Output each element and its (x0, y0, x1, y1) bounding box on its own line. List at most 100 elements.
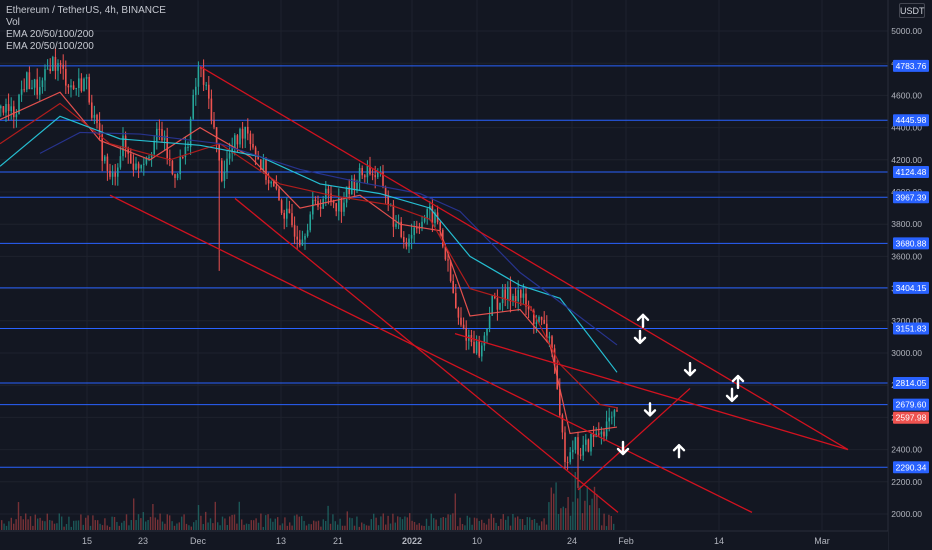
volume-bar (471, 524, 473, 530)
time-tick-label: 15 (82, 536, 92, 546)
candle-body (504, 289, 506, 300)
candle-body (231, 148, 233, 154)
horizontal-levels (0, 65, 888, 468)
candle-body (561, 415, 564, 433)
ema-indicator-label[interactable]: EMA 20/50/100/200 (6, 29, 94, 40)
price-axis[interactable]: 2000.002200.002400.002600.002800.003000.… (887, 0, 932, 550)
volume-bar (428, 525, 430, 530)
candle-body (130, 153, 132, 164)
volume-bar (159, 513, 161, 530)
candle-body (137, 163, 140, 169)
currency-button[interactable]: USDT (899, 3, 925, 18)
volume-bar (567, 497, 569, 530)
volume-bar (313, 520, 315, 530)
volume-bar (37, 518, 39, 530)
volume-bar (269, 518, 272, 530)
volume-bar (430, 513, 432, 530)
candle-body (153, 140, 155, 155)
volume-bar (303, 520, 305, 530)
candle-body (343, 202, 345, 212)
volume-bar (291, 525, 293, 530)
volume-bar (65, 523, 68, 530)
candle-body (150, 154, 153, 158)
level-price-tag (893, 398, 929, 411)
candle-body (364, 175, 366, 178)
candle-body (340, 198, 343, 212)
ema-line-1 (0, 91, 618, 435)
candle-body (124, 135, 127, 149)
volume-bar (529, 517, 531, 530)
volume-bar (553, 493, 555, 530)
candle-body (197, 66, 200, 87)
volume-bar (8, 521, 10, 530)
candle-body (0, 106, 2, 109)
volume-indicator-label[interactable]: Vol (6, 17, 20, 28)
symbol-title[interactable]: Ethereum / TetherUS, 4h, BINANCE (6, 5, 166, 16)
volume-bar (272, 521, 274, 530)
volume-bar (277, 517, 279, 530)
volume-bar (178, 522, 180, 530)
volume-bar (125, 514, 128, 530)
volume-bar (183, 514, 185, 530)
volume-bar (248, 523, 250, 530)
level-price-tag (893, 237, 929, 250)
candle-body (475, 341, 478, 354)
candle-body (525, 293, 527, 307)
candle-body (44, 69, 46, 81)
candle-body (600, 431, 603, 435)
volume-bar (77, 520, 80, 530)
candle-body (234, 135, 236, 149)
volume-bar (514, 517, 516, 530)
volume-bar (365, 525, 368, 530)
candle-body (457, 308, 460, 318)
volume-bar (509, 525, 512, 530)
arrow-down-icon (633, 329, 647, 345)
volume-bar (169, 515, 171, 530)
volume-bar (591, 498, 593, 530)
candle-body (80, 78, 83, 91)
level-price-text: 2814.05 (896, 378, 927, 388)
volume-bar (404, 516, 406, 530)
candle-body (226, 158, 228, 172)
candle-body (249, 133, 252, 144)
candle-body (10, 106, 12, 112)
volume-bar (538, 525, 540, 530)
volume-bar (445, 517, 447, 530)
volume-bar (353, 525, 356, 530)
volume-bar (531, 519, 533, 530)
candle-body (514, 295, 517, 302)
candle-body (306, 230, 309, 236)
volume-bar (461, 524, 464, 530)
time-tick-label: 10 (472, 536, 482, 546)
candle-body (501, 289, 504, 304)
candle-body (91, 102, 93, 118)
volume-bar (238, 501, 240, 530)
volume-bar (449, 514, 452, 530)
candle-body (327, 188, 330, 194)
candle-body (598, 433, 600, 435)
volume-bar (517, 516, 519, 530)
candle-body (36, 79, 38, 95)
ema-indicator-label-2[interactable]: EMA 20/50/100/200 (6, 41, 94, 52)
volume-bar (200, 515, 202, 530)
volume-bar (368, 525, 370, 530)
candle-body (228, 153, 231, 159)
candle-body (205, 84, 207, 86)
price-tick-label: 4200.00 (891, 155, 922, 165)
volume-bar (284, 517, 286, 530)
candle-body (491, 295, 493, 316)
volume-bar (166, 514, 168, 530)
time-axis[interactable]: 15 23 Dec 13 21 2022 10 24 Feb 14 Mar (0, 530, 888, 550)
volume-bar (581, 513, 584, 530)
level-price-text: 4783.76 (896, 61, 927, 71)
volume-bar (315, 521, 317, 530)
volume-bar (13, 523, 15, 530)
candle-body (15, 114, 18, 118)
time-tick-label: Mar (814, 536, 830, 546)
volume-bar (481, 519, 483, 530)
volume-bar (380, 516, 382, 530)
volume-bar (536, 522, 538, 530)
candle-body (148, 157, 150, 159)
price-tick-label: 2200.00 (891, 477, 922, 487)
